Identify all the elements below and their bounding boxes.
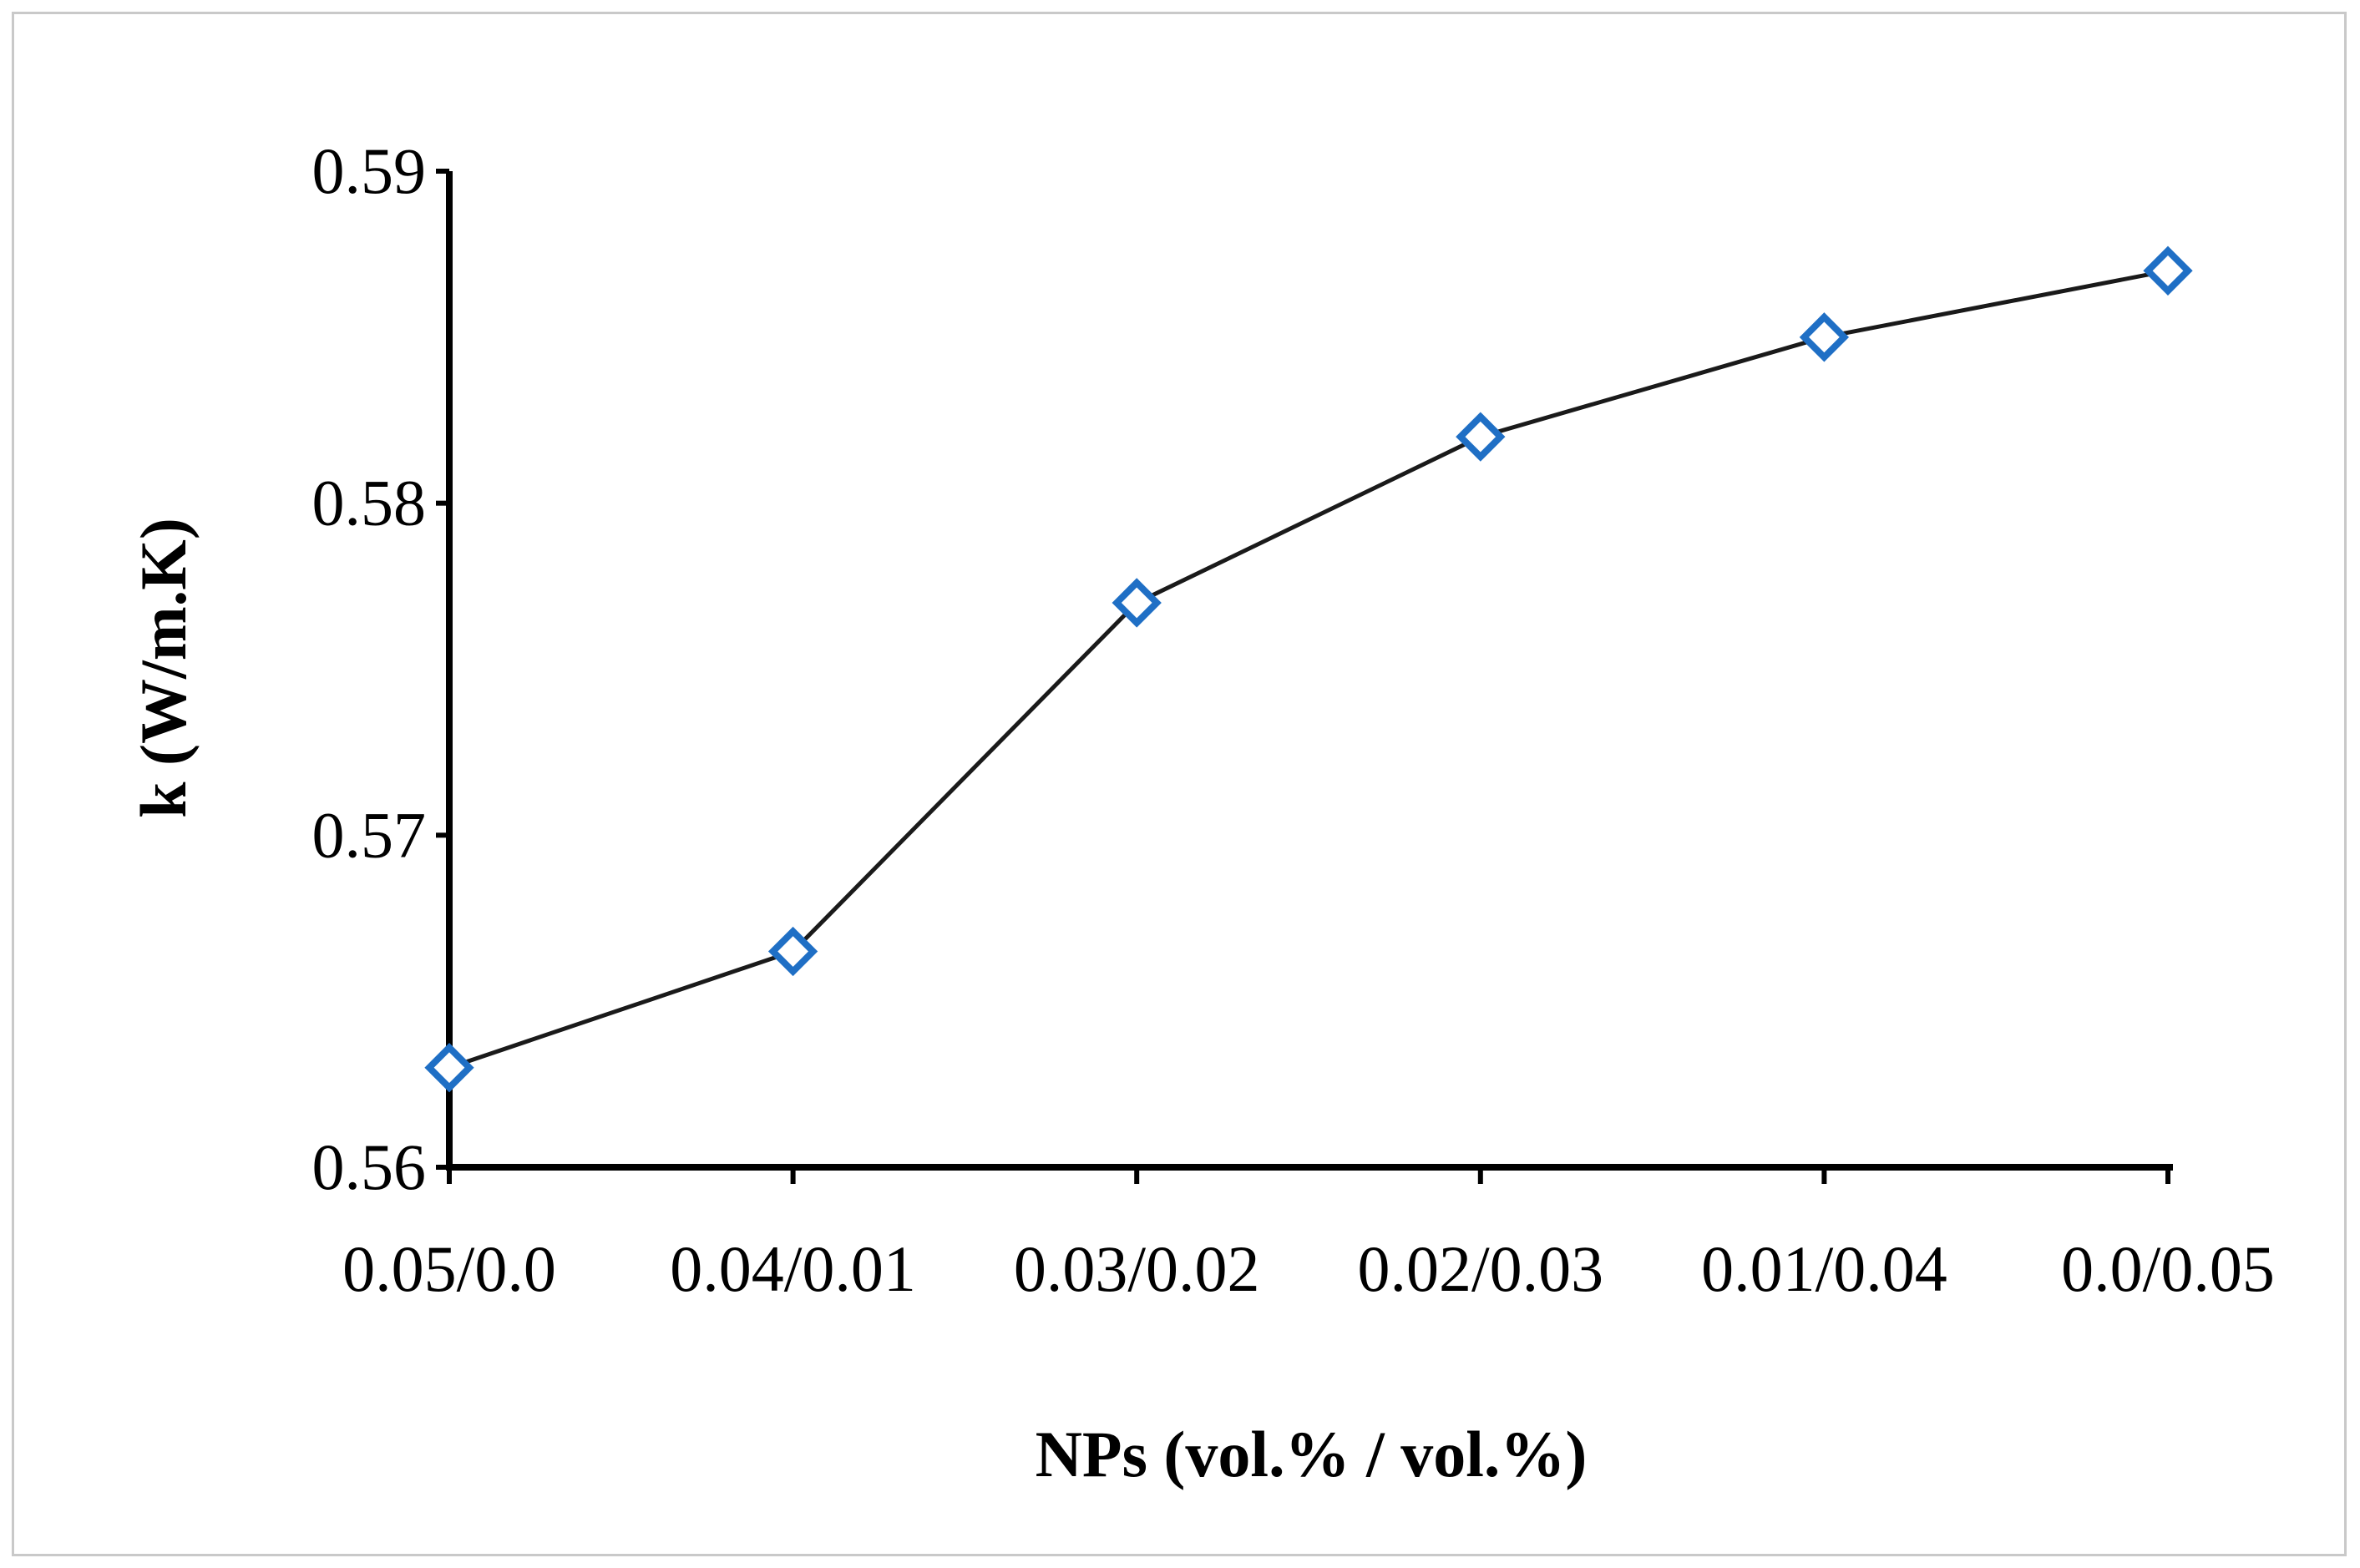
- y-tick-label: 0.59: [312, 134, 427, 207]
- x-tick-label: 0.02/0.03: [1357, 1232, 1603, 1305]
- data-point-marker: [1112, 578, 1162, 628]
- x-axis-title: NPs (vol.% / vol.%): [1036, 1418, 1588, 1490]
- y-tick-label: 0.58: [312, 467, 427, 539]
- x-tick-label: 0.0/0.05: [2061, 1232, 2275, 1305]
- x-tick-label: 0.01/0.04: [1701, 1232, 1947, 1305]
- y-tick-label: 0.57: [312, 798, 427, 871]
- x-tick-label: 0.03/0.02: [1014, 1232, 1260, 1305]
- y-axis-ticks: 0.56 0.57 0.58 0.59: [312, 134, 449, 1203]
- y-axis-title: k (W/m.K): [127, 518, 200, 818]
- data-point-marker: [767, 926, 818, 977]
- data-point-marker: [424, 1043, 474, 1093]
- data-point-marker: [1799, 312, 1850, 362]
- chart-frame: [12, 12, 2347, 1556]
- x-tick-label: 0.04/0.01: [670, 1232, 916, 1305]
- data-point-marker: [2143, 245, 2193, 296]
- y-tick-label: 0.56: [312, 1130, 427, 1203]
- series-line: [448, 268, 2169, 1070]
- data-point-marker: [1456, 412, 1506, 462]
- data-series: [424, 245, 2193, 1093]
- x-tick-label: 0.05/0.0: [342, 1232, 556, 1305]
- x-axis-ticks: 0.05/0.0 0.04/0.01 0.03/0.02 0.02/0.03 0.01/…: [342, 1167, 2275, 1305]
